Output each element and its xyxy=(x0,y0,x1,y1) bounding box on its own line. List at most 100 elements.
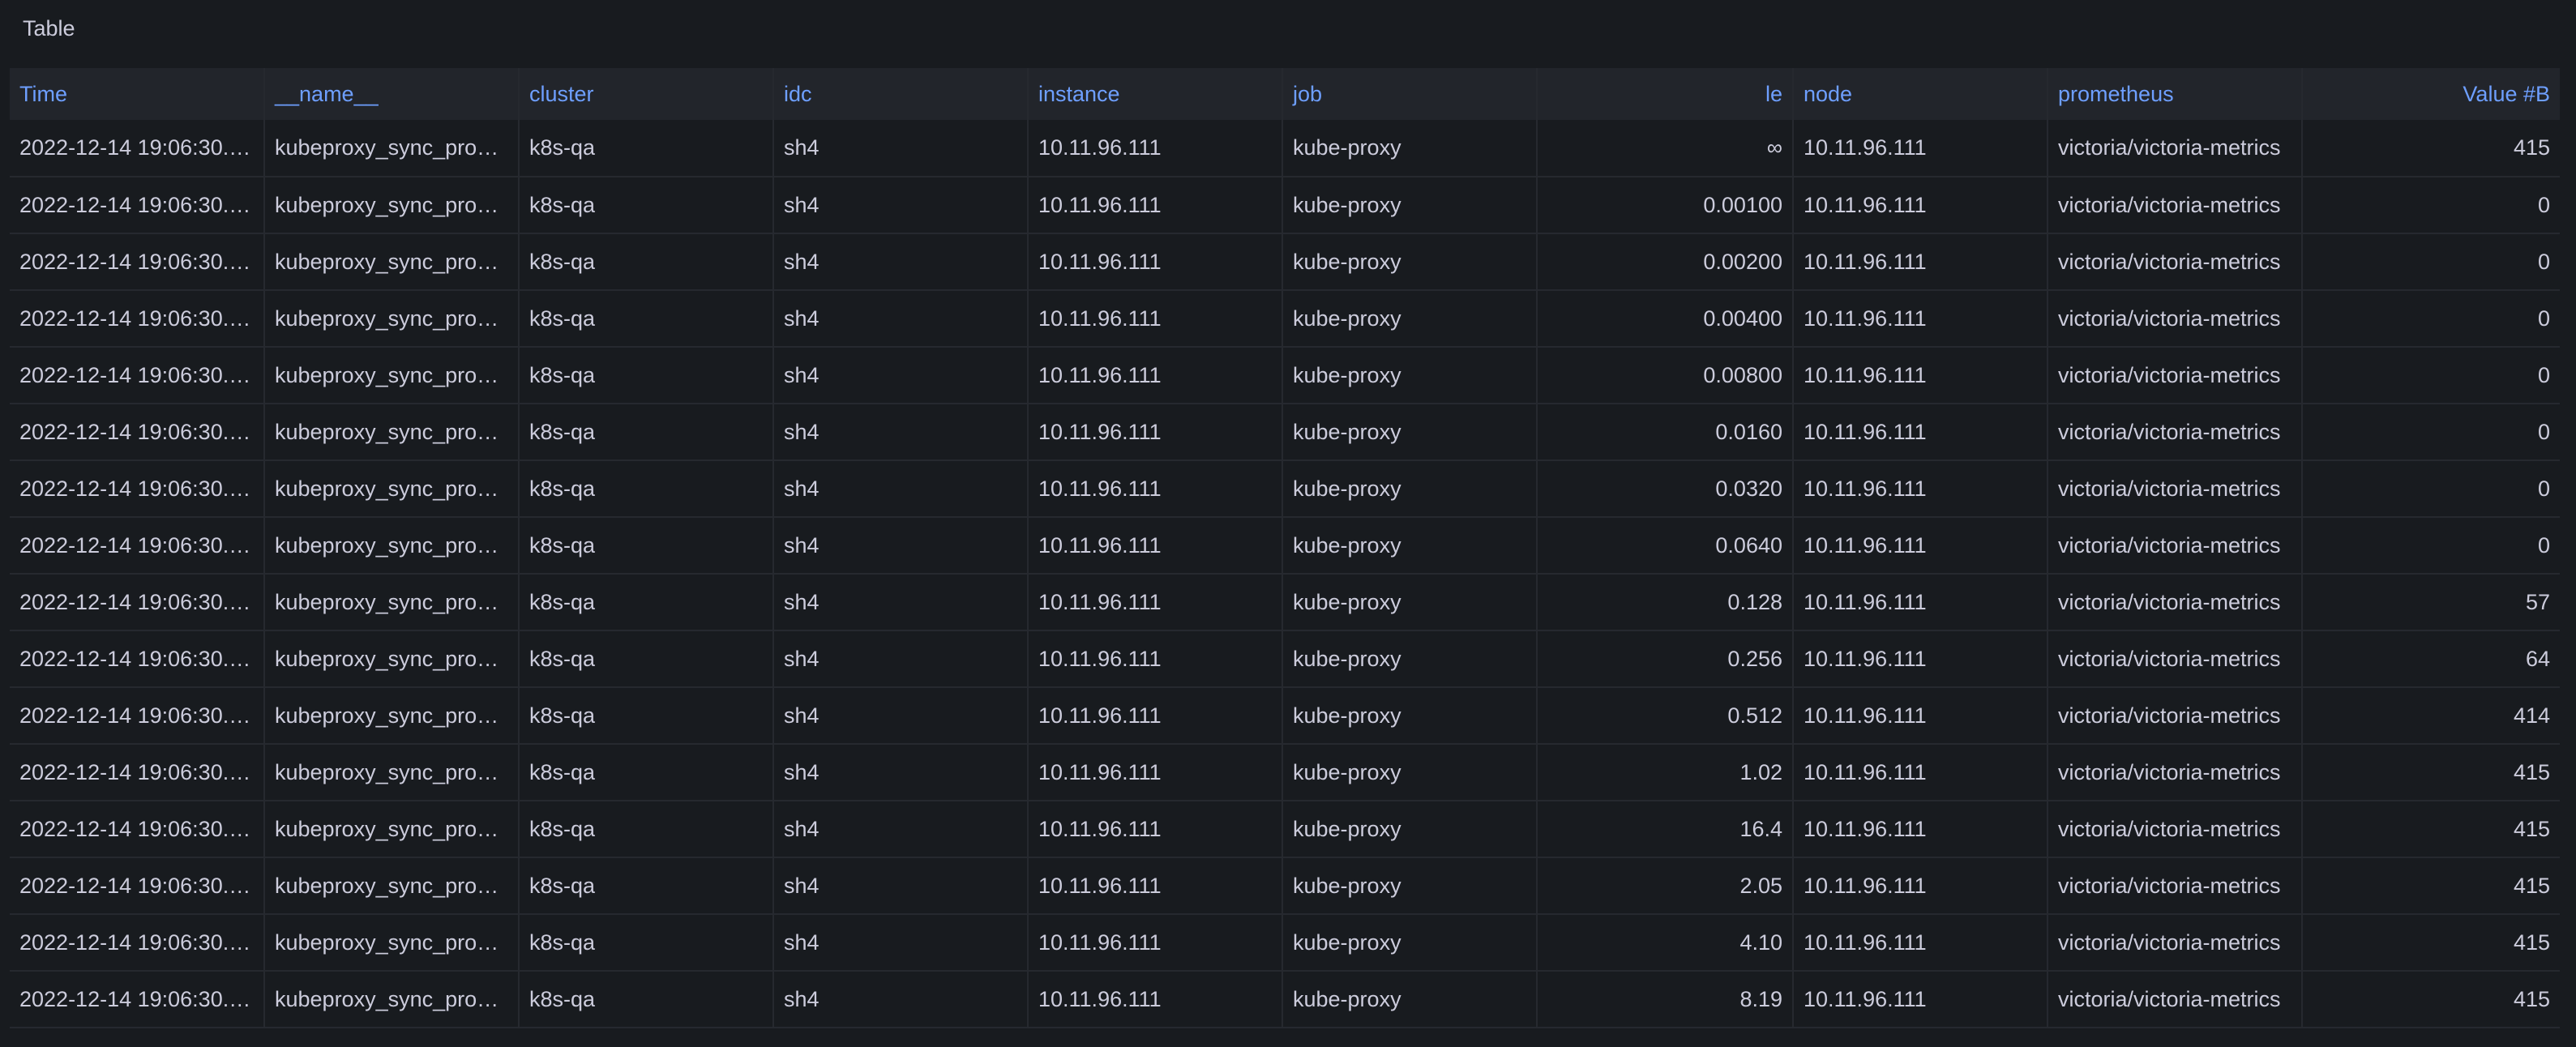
cell-le: ∞ xyxy=(1537,120,1794,177)
cell-instance: 10.11.96.111 xyxy=(1028,347,1283,404)
cell-cluster: k8s-qa xyxy=(519,233,774,291)
cell-value: 0 xyxy=(2302,233,2560,291)
cell-node: 10.11.96.111 xyxy=(1793,233,2048,291)
cell-name: kubeproxy_sync_proxy_rules_duration_seco… xyxy=(264,347,520,404)
cell-prometheus: victoria/victoria-metrics xyxy=(2048,630,2303,688)
cell-name: kubeproxy_sync_proxy_rules_duration_seco… xyxy=(264,517,520,575)
cell-job: kube-proxy xyxy=(1282,404,1538,461)
cell-prometheus: victoria/victoria-metrics xyxy=(2048,177,2303,234)
cell-name: kubeproxy_sync_proxy_rules_duration_seco… xyxy=(264,687,520,745)
cell-name: kubeproxy_sync_proxy_rules_duration_seco… xyxy=(264,120,520,177)
cell-cluster: k8s-qa xyxy=(519,971,774,1028)
column-header-value[interactable]: Value #B xyxy=(2302,68,2560,120)
cell-prometheus: victoria/victoria-metrics xyxy=(2048,971,2303,1028)
cell-idc: sh4 xyxy=(773,517,1029,575)
cell-cluster: k8s-qa xyxy=(519,744,774,801)
cell-cluster: k8s-qa xyxy=(519,630,774,688)
cell-prometheus: victoria/victoria-metrics xyxy=(2048,347,2303,404)
cell-job: kube-proxy xyxy=(1282,971,1538,1028)
cell-le: 0.256 xyxy=(1537,630,1794,688)
cell-idc: sh4 xyxy=(773,857,1029,915)
column-header-idc[interactable]: idc xyxy=(773,68,1029,120)
cell-le: 0.0320 xyxy=(1537,460,1794,518)
cell-prometheus: victoria/victoria-metrics xyxy=(2048,290,2303,348)
column-header-cluster[interactable]: cluster xyxy=(519,68,774,120)
cell-le: 0.512 xyxy=(1537,687,1794,745)
table-row: 2022-12-14 19:06:30.000 kubeproxy_sync_pr… xyxy=(10,290,2560,348)
table-row: 2022-12-14 19:06:30.000 kubeproxy_sync_pr… xyxy=(10,347,2560,404)
cell-cluster: k8s-qa xyxy=(519,801,774,858)
cell-job: kube-proxy xyxy=(1282,857,1538,915)
cell-cluster: k8s-qa xyxy=(519,120,774,177)
cell-le: 8.19 xyxy=(1537,971,1794,1028)
cell-le: 1.02 xyxy=(1537,744,1794,801)
cell-time: 2022-12-14 19:06:30.000 xyxy=(10,177,265,234)
cell-job: kube-proxy xyxy=(1282,347,1538,404)
cell-prometheus: victoria/victoria-metrics xyxy=(2048,857,2303,915)
cell-idc: sh4 xyxy=(773,744,1029,801)
cell-idc: sh4 xyxy=(773,630,1029,688)
column-header-job[interactable]: job xyxy=(1282,68,1538,120)
panel-title: Table xyxy=(23,15,75,41)
cell-job: kube-proxy xyxy=(1282,914,1538,972)
cell-name: kubeproxy_sync_proxy_rules_duration_seco… xyxy=(264,290,520,348)
cell-time: 2022-12-14 19:06:30.000 xyxy=(10,744,265,801)
cell-node: 10.11.96.111 xyxy=(1793,177,2048,234)
cell-le: 2.05 xyxy=(1537,857,1794,915)
cell-time: 2022-12-14 19:06:30.000 xyxy=(10,630,265,688)
cell-value: 415 xyxy=(2302,914,2560,972)
cell-time: 2022-12-14 19:06:30.000 xyxy=(10,120,265,177)
cell-instance: 10.11.96.111 xyxy=(1028,971,1283,1028)
cell-prometheus: victoria/victoria-metrics xyxy=(2048,574,2303,631)
table-row: 2022-12-14 19:06:30.000 kubeproxy_sync_pr… xyxy=(10,630,2560,688)
cell-idc: sh4 xyxy=(773,177,1029,234)
cell-time: 2022-12-14 19:06:30.000 xyxy=(10,971,265,1028)
cell-prometheus: victoria/victoria-metrics xyxy=(2048,120,2303,177)
panel-header[interactable]: Table xyxy=(0,0,2576,57)
cell-name: kubeproxy_sync_proxy_rules_duration_seco… xyxy=(264,177,520,234)
data-table: Time __name__ cluster idc instance job le node p… xyxy=(10,68,2560,1028)
cell-instance: 10.11.96.111 xyxy=(1028,630,1283,688)
cell-value: 0 xyxy=(2302,460,2560,518)
cell-value: 57 xyxy=(2302,574,2560,631)
cell-job: kube-proxy xyxy=(1282,233,1538,291)
cell-job: kube-proxy xyxy=(1282,290,1538,348)
cell-le: 0.00100 xyxy=(1537,177,1794,234)
cell-instance: 10.11.96.111 xyxy=(1028,744,1283,801)
cell-idc: sh4 xyxy=(773,460,1029,518)
table-row: 2022-12-14 19:06:30.000 kubeproxy_sync_pr… xyxy=(10,460,2560,518)
cell-name: kubeproxy_sync_proxy_rules_duration_seco… xyxy=(264,914,520,972)
column-header-time[interactable]: Time xyxy=(10,68,265,120)
cell-value: 415 xyxy=(2302,971,2560,1028)
column-header-node[interactable]: node xyxy=(1793,68,2048,120)
cell-prometheus: victoria/victoria-metrics xyxy=(2048,801,2303,858)
cell-node: 10.11.96.111 xyxy=(1793,801,2048,858)
cell-cluster: k8s-qa xyxy=(519,404,774,461)
cell-job: kube-proxy xyxy=(1282,574,1538,631)
table-row: 2022-12-14 19:06:30.000 kubeproxy_sync_pr… xyxy=(10,971,2560,1028)
cell-value: 415 xyxy=(2302,744,2560,801)
cell-node: 10.11.96.111 xyxy=(1793,404,2048,461)
cell-instance: 10.11.96.111 xyxy=(1028,290,1283,348)
table-header-row: Time __name__ cluster idc instance job le node p… xyxy=(10,68,2560,120)
cell-node: 10.11.96.111 xyxy=(1793,460,2048,518)
cell-name: kubeproxy_sync_proxy_rules_duration_seco… xyxy=(264,801,520,858)
column-header-instance[interactable]: instance xyxy=(1028,68,1283,120)
cell-idc: sh4 xyxy=(773,290,1029,348)
table-row: 2022-12-14 19:06:30.000 kubeproxy_sync_pr… xyxy=(10,177,2560,234)
cell-time: 2022-12-14 19:06:30.000 xyxy=(10,404,265,461)
cell-job: kube-proxy xyxy=(1282,517,1538,575)
cell-idc: sh4 xyxy=(773,801,1029,858)
cell-name: kubeproxy_sync_proxy_rules_duration_seco… xyxy=(264,857,520,915)
cell-node: 10.11.96.111 xyxy=(1793,630,2048,688)
cell-value: 0 xyxy=(2302,177,2560,234)
cell-instance: 10.11.96.111 xyxy=(1028,233,1283,291)
column-header-prometheus[interactable]: prometheus xyxy=(2048,68,2303,120)
cell-node: 10.11.96.111 xyxy=(1793,744,2048,801)
cell-prometheus: victoria/victoria-metrics xyxy=(2048,404,2303,461)
cell-prometheus: victoria/victoria-metrics xyxy=(2048,744,2303,801)
column-header-name[interactable]: __name__ xyxy=(264,68,520,120)
cell-time: 2022-12-14 19:06:30.000 xyxy=(10,574,265,631)
column-header-le[interactable]: le xyxy=(1537,68,1794,120)
